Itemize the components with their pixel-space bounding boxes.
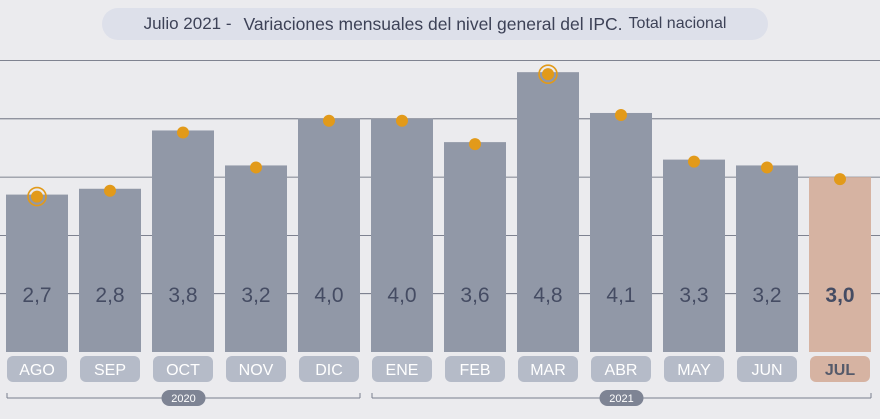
category-label: FEB (459, 362, 490, 379)
category-pill (80, 356, 140, 382)
category-label: ABR (605, 362, 638, 379)
marker-dot (323, 114, 335, 127)
category-label: JUN (751, 362, 782, 379)
bar (6, 194, 68, 352)
category-pill (7, 356, 67, 382)
category-label: ENE (386, 362, 419, 379)
category-pill (591, 356, 651, 382)
value-label: 4,0 (314, 284, 343, 307)
bar (371, 118, 433, 352)
category-pill (810, 356, 870, 382)
category-label: OCT (166, 362, 200, 379)
category-pill (299, 356, 359, 382)
value-label: 3,2 (752, 284, 781, 307)
value-label: 4,0 (387, 284, 416, 307)
bar (298, 118, 360, 352)
bar (79, 188, 141, 352)
value-label: 3,0 (825, 284, 854, 307)
value-label: 4,8 (533, 284, 562, 307)
marker-dot (250, 161, 262, 174)
marker-ring (27, 186, 47, 207)
category-label: JUL (825, 362, 855, 379)
marker-dot (834, 173, 846, 186)
marker-dot (542, 68, 554, 81)
category-label: MAY (677, 362, 711, 379)
chart-title: Julio 2021 - Variaciones mensuales del n… (102, 8, 768, 40)
category-pill (518, 356, 578, 382)
bar (736, 165, 798, 352)
category-pill (153, 356, 213, 382)
label-layer: 2,7 AGO 2,8 SEP 3,8 OCT 3,2 NOV 4,0 DIC 4,0 ENE 3,6 F… (7, 284, 870, 382)
value-label: 2,7 (22, 284, 51, 307)
value-label: 3,8 (168, 284, 197, 307)
bar (152, 130, 214, 352)
grid-layer (0, 60, 880, 295)
marker-dot (396, 114, 408, 127)
bar (809, 177, 871, 352)
marker-ring (538, 64, 558, 84)
category-label: DIC (315, 362, 343, 379)
marker-dot (31, 190, 43, 203)
marker-dot (104, 184, 116, 197)
category-label: AGO (19, 362, 55, 379)
value-label: 3,6 (460, 284, 489, 307)
category-pill (445, 356, 505, 382)
bar (590, 112, 652, 352)
category-label: MAR (530, 362, 566, 379)
bar (225, 165, 287, 352)
value-label: 2,8 (95, 284, 124, 307)
category-pill (226, 356, 286, 382)
marker-dot (688, 155, 700, 168)
group-label: 2020 (171, 393, 195, 405)
title-scope: Total nacional (628, 15, 727, 32)
marker-dot (615, 108, 627, 121)
category-label: SEP (94, 362, 126, 379)
marker-dot (177, 126, 189, 139)
title-main: Variaciones mensuales del nivel general … (243, 13, 623, 34)
marker-dot (761, 161, 773, 174)
year-groups: 2020 2021 (6, 390, 872, 406)
group-pill (599, 390, 644, 406)
category-pill (664, 356, 724, 382)
value-label: 3,2 (241, 284, 270, 307)
bar (517, 72, 579, 352)
group-pill (161, 390, 206, 406)
category-pill (372, 356, 432, 382)
title-period: Julio 2021 - (143, 14, 232, 33)
category-pill (737, 356, 797, 382)
bar (663, 159, 725, 352)
marker-dot (469, 138, 481, 151)
value-label: 3,3 (679, 284, 708, 307)
value-label: 4,1 (606, 284, 635, 307)
category-label: NOV (239, 362, 274, 379)
bar (444, 142, 506, 352)
marker-layer (27, 64, 846, 207)
group-label: 2021 (609, 393, 633, 405)
bar-layer (6, 72, 871, 352)
